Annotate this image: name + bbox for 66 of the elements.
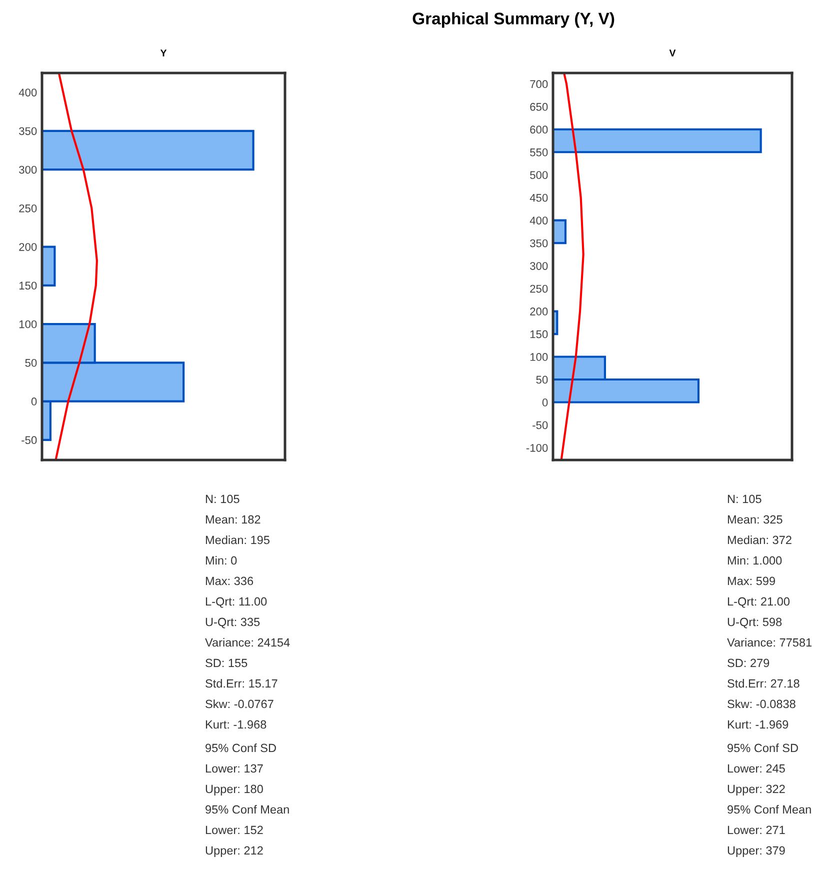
text: SD: 155: [206, 658, 248, 668]
y-tick-label: 400: [18, 88, 37, 96]
text: Max: 599: [728, 576, 775, 586]
text: Variance: 77581: [727, 638, 812, 647]
text: SD: 279: [728, 658, 770, 668]
y-tick-label: 400: [530, 216, 548, 224]
text: Lower: 271: [728, 826, 785, 834]
y-tick-label: 300: [19, 166, 37, 174]
chart-subtitle: Y: [160, 50, 167, 56]
y-tick-label: -50: [22, 436, 37, 444]
text: 95% Conf Mean: [206, 805, 289, 814]
text: Upper: 322: [728, 784, 785, 796]
y-tick-label: 450: [530, 194, 548, 202]
text: Lower: 137: [206, 764, 263, 773]
y-tick-label: -50: [532, 421, 548, 430]
text: 95% Conf SD: [728, 744, 798, 752]
text: 95% Conf SD: [206, 744, 276, 752]
y-tick-label: 0: [542, 398, 548, 406]
text: U-Qrt: 598: [728, 618, 782, 628]
y-tick-label: 350: [19, 127, 37, 136]
y-tick-label: 600: [530, 126, 548, 134]
y-tick-label: 50: [25, 358, 37, 367]
y-tick-label: 200: [530, 308, 548, 316]
text: Kurt: -1.968: [206, 720, 266, 729]
text: U-Qrt: 335: [206, 618, 260, 628]
text: Median: 195: [206, 535, 270, 544]
text: Upper: 379: [728, 846, 785, 858]
text: Variance: 24154: [205, 638, 290, 647]
y-tick-label: 350: [530, 239, 548, 248]
text: Skw: -0.0767: [206, 699, 274, 708]
text: Min: 0: [206, 556, 237, 565]
y-tick-label: 300: [530, 262, 548, 270]
text: N: 105: [728, 494, 762, 504]
text: 95% Conf Mean: [728, 805, 811, 814]
text: Lower: 152: [206, 826, 263, 834]
text: Mean: 182: [206, 515, 260, 524]
y-tick-label: 150: [19, 282, 37, 290]
y-tick-label: 150: [530, 330, 548, 338]
y-tick-label: 550: [530, 148, 548, 156]
text: Std.Err: 27.18: [728, 678, 800, 688]
text: Lower: 245: [728, 764, 785, 773]
y-tick-label: 100: [19, 320, 37, 328]
y-tick-label: 200: [19, 243, 37, 251]
text: Upper: 212: [206, 846, 263, 858]
text: L-Qrt: 21.00: [728, 597, 790, 608]
text: L-Qrt: 11.00: [206, 597, 267, 608]
y-tick-label: -100: [526, 444, 548, 452]
chart-subtitle: V: [669, 50, 676, 56]
y-tick-label: 250: [19, 204, 37, 212]
y-tick-label: 50: [536, 376, 548, 384]
y-tick-label: 100: [530, 353, 548, 361]
text: N: 105: [206, 494, 240, 504]
text: Min: 1.000: [728, 556, 782, 565]
text: Max: 336: [206, 576, 254, 586]
y-tick-label: 700: [530, 80, 548, 88]
y-tick-label: 500: [530, 171, 548, 179]
y-tick-label: 0: [31, 398, 37, 406]
y-tick-label: 650: [530, 102, 548, 111]
text: Std.Err: 15.17: [206, 678, 278, 688]
text: Graphical Summary (Y, V): [412, 12, 614, 28]
text: Upper: 180: [206, 784, 263, 796]
y-tick-label: 250: [530, 284, 548, 293]
text: Kurt: -1.969: [728, 720, 788, 729]
text: Median: 372: [728, 535, 792, 544]
text: Mean: 325: [728, 515, 782, 524]
text: Skw: -0.0838: [728, 699, 796, 708]
